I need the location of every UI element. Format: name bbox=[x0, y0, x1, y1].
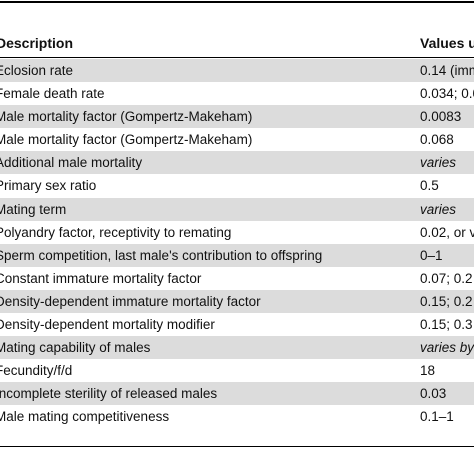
table-row: Density-dependent mortality modifier 0.15… bbox=[0, 313, 474, 336]
cell-description: Sperm competition, last male's contribut… bbox=[0, 247, 323, 263]
table-row: Mating capability of males varies by bbox=[0, 336, 474, 360]
cell-value: varies bbox=[420, 201, 457, 217]
table-row: Density-dependent immature mortality fac… bbox=[0, 289, 474, 314]
table-header-rule bbox=[0, 57, 474, 58]
cell-description: Female death rate bbox=[0, 86, 105, 102]
cell-value: 0.03 bbox=[420, 386, 447, 402]
cell-value: 0.14 (imm bbox=[420, 63, 474, 78]
table-row: Mating term varies bbox=[0, 197, 474, 221]
cell-description: Primary sex ratio bbox=[0, 178, 97, 194]
table-row: Sperm competition, last male's contribut… bbox=[0, 243, 474, 267]
cell-value: 0.068 bbox=[420, 132, 454, 148]
cell-description: Mating capability of males bbox=[0, 340, 151, 356]
cell-description: Density-dependent mortality modifier bbox=[0, 317, 215, 333]
cell-value: 0.5 bbox=[420, 178, 439, 194]
cell-description: Incomplete sterility of released males bbox=[0, 386, 218, 402]
table-row: Primary sex ratio 0.5 bbox=[0, 174, 474, 197]
table-row: Eclosion rate 0.14 (imm bbox=[0, 59, 474, 83]
cell-value: varies by bbox=[420, 340, 474, 356]
cell-description: Mating term bbox=[0, 201, 67, 217]
table-row: Male mortality factor (Gompertz-Makeham)… bbox=[0, 105, 474, 129]
table-row: Constant immature mortality factor 0.07; … bbox=[0, 267, 474, 290]
table-row: Polyandry factor, receptivity to rematin… bbox=[0, 221, 474, 244]
table-row: Male mortality factor (Gompertz-Makeham)… bbox=[0, 128, 474, 151]
table-header: Description Values u bbox=[0, 28, 474, 56]
cell-description: Constant immature mortality factor bbox=[0, 270, 202, 286]
table-top-rule bbox=[0, 1, 474, 3]
header-values: Values u bbox=[420, 35, 474, 51]
cell-description: Eclosion rate bbox=[0, 63, 74, 78]
cell-value: 0.07; 0.2 bbox=[420, 270, 473, 286]
table-row: Female death rate 0.034; 0.0 bbox=[0, 82, 474, 105]
cell-value: varies bbox=[420, 155, 457, 171]
cell-value: 0.15; 0.2 bbox=[420, 293, 473, 309]
table-row: Fecundity/f/d 18 bbox=[0, 359, 474, 382]
cell-description: Male mortality factor (Gompertz-Makeham) bbox=[0, 132, 253, 148]
table-row: Additional male mortality varies bbox=[0, 151, 474, 175]
cell-description: Male mating competitiveness bbox=[0, 409, 170, 425]
cell-value: 0.1–1 bbox=[420, 409, 454, 425]
cell-value: 18 bbox=[420, 363, 436, 379]
table-row: Incomplete sterility of released males 0.… bbox=[0, 382, 474, 406]
cell-description: Fecundity/f/d bbox=[0, 363, 73, 379]
cell-description: Male mortality factor (Gompertz-Makeham) bbox=[0, 109, 253, 125]
cell-value: 0.02, or v bbox=[420, 224, 474, 240]
cell-value: 0.034; 0.0 bbox=[420, 86, 474, 102]
cell-value: 0.15; 0.3 bbox=[420, 317, 473, 333]
table-row: Male mating competitiveness 0.1–1 bbox=[0, 405, 474, 428]
cell-description: Additional male mortality bbox=[0, 155, 143, 171]
cell-description: Density-dependent immature mortality fac… bbox=[0, 293, 261, 309]
header-description: Description bbox=[0, 35, 74, 51]
table-body: Eclosion rate 0.14 (imm Female death rate 0… bbox=[0, 59, 474, 429]
cell-value: 0–1 bbox=[420, 247, 443, 263]
table-bottom-rule bbox=[0, 446, 474, 447]
cell-description: Polyandry factor, receptivity to rematin… bbox=[0, 224, 232, 240]
cell-value: 0.0083 bbox=[420, 109, 462, 125]
